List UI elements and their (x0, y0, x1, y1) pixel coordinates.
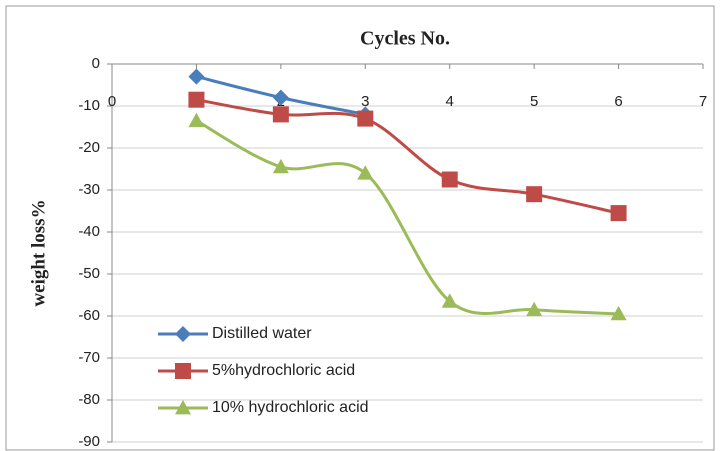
point (272, 106, 289, 123)
legend-label: Distilled water (212, 325, 312, 342)
chart-frame (5, 5, 715, 451)
y-tick-label: -40 (78, 223, 100, 240)
x-tick-label: 0 (108, 93, 116, 110)
chart-title: Cycles No. (360, 28, 450, 50)
legend-label: 5%hydrochloric acid (212, 362, 355, 379)
point (272, 89, 289, 106)
point (441, 171, 458, 188)
y-tick-label: -90 (78, 433, 100, 450)
legend-marker (175, 326, 191, 342)
point (610, 305, 627, 321)
point (188, 68, 205, 85)
y-tick-label: 0 (92, 55, 100, 72)
legend-marker (175, 363, 191, 379)
y-tick-label: -80 (78, 391, 100, 408)
point (188, 91, 205, 108)
y-tick-label: -60 (78, 307, 100, 324)
legend-label: 10% hydrochloric acid (212, 399, 369, 416)
point (610, 205, 627, 222)
y-tick-label: -20 (78, 139, 100, 156)
y-tick-label: -10 (78, 97, 100, 114)
point (526, 186, 543, 203)
y-tick-label: -30 (78, 181, 100, 198)
x-tick-label: 6 (614, 93, 622, 110)
x-tick-label: 7 (699, 93, 707, 110)
x-tick-label: 3 (361, 93, 369, 110)
y-tick-label: -70 (78, 349, 100, 366)
point (272, 158, 289, 174)
point (526, 301, 543, 317)
x-tick-label: 4 (446, 93, 454, 110)
point (188, 112, 205, 128)
y-axis-label: weight loss% (28, 199, 49, 306)
point (357, 165, 374, 180)
y-tick-label: -50 (78, 265, 100, 282)
legend-marker (175, 400, 191, 415)
point (441, 293, 458, 308)
x-tick-label: 5 (530, 93, 538, 110)
point (357, 110, 374, 127)
